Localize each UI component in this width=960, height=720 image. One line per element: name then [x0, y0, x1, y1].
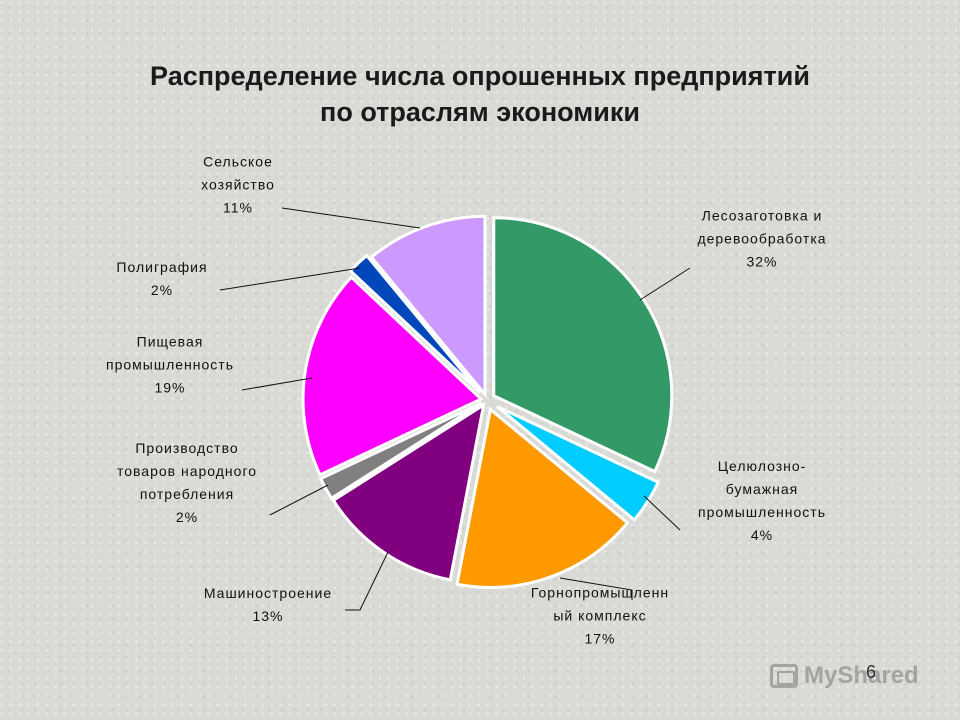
slice-category-label: Машиностроение: [204, 585, 332, 601]
leader-line-2: [643, 495, 681, 531]
slice-category-label: Полиграфия: [116, 259, 207, 275]
slice-percent-label: 13%: [252, 608, 283, 624]
slice-label-6: Пищевая промышленность 19%: [106, 334, 234, 396]
slice-category-label: промышленность: [106, 357, 234, 373]
slice-label-3: Горнопромышленн ый комплекс 17%: [531, 585, 669, 647]
leader-line-8: [281, 207, 421, 229]
slice-category-label: ый комплекс: [553, 608, 646, 624]
slice-category-label: бумажная: [726, 481, 798, 497]
chart-title-line-2: по отраслям экономики: [320, 97, 640, 127]
pie-slice-4: [331, 401, 486, 582]
slice-percent-label: 17%: [584, 631, 615, 647]
leader-line-3: [559, 577, 633, 600]
slice-label-5: Производство товаров народного потребления…: [117, 440, 257, 525]
slice-percent-label: 11%: [223, 200, 253, 216]
slice-category-label: Целюлозно-: [718, 458, 807, 474]
pie-slice-6: [301, 275, 484, 477]
slice-category-label: товаров народного: [117, 463, 257, 479]
slice-label-1: Лесозаготовка и деревообработка 32%: [697, 208, 826, 270]
slice-category-label: промышленность: [698, 504, 826, 520]
leader-line-5: [269, 484, 329, 516]
pie-slice-3: [455, 406, 630, 589]
slice-category-label: Пищевая: [137, 334, 204, 350]
slice-category-label: деревообработка: [697, 231, 826, 247]
slice-percent-label: 19%: [154, 380, 185, 396]
slice-percent-label: 32%: [746, 254, 777, 270]
slice-percent-label: 2%: [151, 282, 173, 298]
watermark: MyShared: [770, 660, 930, 692]
leader-line-7: [219, 267, 361, 291]
presentation-icon: [770, 664, 798, 688]
slice-label-7: Полиграфия 2%: [116, 259, 207, 298]
pie-slice-8: [369, 214, 487, 399]
page-number: 6: [866, 662, 877, 682]
slice-category-label: Горнопромышленн: [531, 585, 669, 601]
chart-title-line-1: Распределение числа опрошенных предприят…: [150, 61, 810, 91]
slice-category-label: потребления: [140, 486, 234, 502]
pie-slice-7: [348, 253, 482, 394]
pie-slice-5: [318, 401, 483, 501]
leader-line-6: [241, 377, 313, 391]
leader-line-1: [639, 267, 691, 301]
leader-line-4: [345, 551, 389, 611]
watermark-text: MyShared: [804, 662, 919, 689]
slice-category-label: Сельское: [203, 154, 273, 170]
slice-label-8: Сельское хозяйство 11%: [201, 154, 275, 216]
chart-title: Распределение числа опрошенных предприят…: [0, 58, 960, 130]
slice-category-label: Производство: [135, 440, 238, 456]
slice-percent-label: 2%: [176, 509, 198, 525]
pie-slice-2: [496, 405, 661, 523]
slice-label-2: Целюлозно-бумажная промышленность 4%: [698, 458, 826, 543]
slice-percent-label: 4%: [751, 527, 773, 543]
pie-slice-1: [492, 216, 674, 474]
slice-label-4: Машиностроение 13%: [204, 585, 332, 624]
slice-category-label: хозяйство: [201, 177, 275, 193]
slice-category-label: Лесозаготовка и: [702, 208, 823, 224]
